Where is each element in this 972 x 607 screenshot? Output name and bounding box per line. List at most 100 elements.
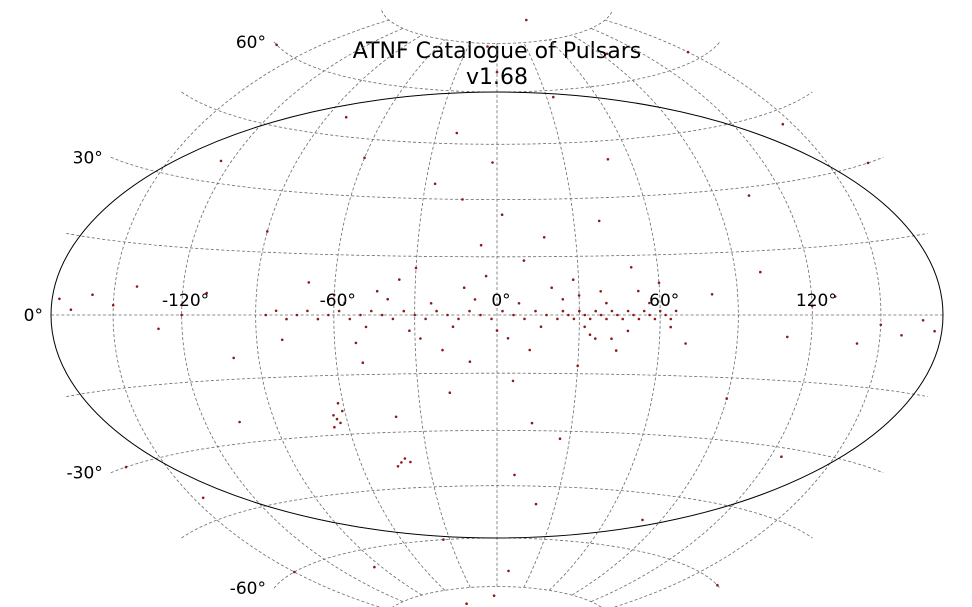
pulsar-point bbox=[341, 409, 344, 413]
pulsar-point bbox=[578, 309, 581, 313]
pulsar-point bbox=[327, 313, 330, 317]
pulsar-point bbox=[664, 313, 667, 317]
pulsar-point bbox=[513, 473, 516, 477]
pulsar-point bbox=[616, 313, 619, 317]
pulsar-point bbox=[394, 415, 398, 419]
meridian-line bbox=[414, 42, 471, 588]
pulsar-point bbox=[306, 309, 309, 313]
pulsar-point bbox=[408, 329, 411, 333]
pulsar-point bbox=[561, 298, 565, 301]
pulsar-point bbox=[348, 317, 352, 321]
pulsar-point bbox=[111, 303, 115, 307]
pulsar-point bbox=[335, 417, 339, 421]
pulsar-point bbox=[558, 437, 562, 441]
parallel-line bbox=[381, 10, 613, 44]
pulsar-point bbox=[500, 213, 504, 216]
pulsar-point bbox=[686, 50, 690, 54]
pulsar-point bbox=[725, 397, 728, 400]
pulsar-point bbox=[275, 43, 278, 47]
pulsar-point bbox=[614, 349, 618, 352]
pulsar-point bbox=[626, 329, 630, 333]
pulsar-point bbox=[424, 317, 427, 321]
pulsar-point bbox=[409, 460, 412, 464]
pulsar-point bbox=[359, 313, 362, 317]
pulsar-point bbox=[669, 317, 673, 321]
pulsar-point bbox=[495, 329, 499, 332]
parallel-line bbox=[66, 233, 928, 258]
pulsar-point bbox=[316, 317, 320, 321]
meridian-line bbox=[548, 39, 661, 591]
pulsar-point bbox=[523, 317, 526, 321]
pulsar-point bbox=[307, 281, 311, 284]
pulsar-point bbox=[669, 325, 672, 329]
pulsar-point bbox=[414, 266, 418, 270]
pulsar-point bbox=[605, 317, 608, 321]
pulsar-point bbox=[528, 348, 531, 352]
pulsar-point bbox=[398, 278, 401, 281]
pulsar-point bbox=[386, 297, 390, 301]
pulsar-point bbox=[599, 313, 603, 317]
pulsar-point bbox=[747, 194, 751, 197]
pulsar-point bbox=[534, 309, 537, 313]
pulsar-point bbox=[403, 457, 407, 460]
parallel-line bbox=[66, 372, 928, 397]
pulsar-point bbox=[58, 297, 61, 301]
pulsar-point bbox=[274, 309, 278, 313]
parallel-line bbox=[110, 156, 884, 200]
pulsar-point bbox=[900, 334, 903, 337]
pulsar-point bbox=[205, 291, 208, 295]
pulsar-point bbox=[556, 317, 559, 321]
lon-tick-label: 120° bbox=[796, 291, 837, 311]
pulsar-points bbox=[58, 18, 936, 605]
pulsar-point bbox=[435, 309, 438, 313]
pulsar-point bbox=[490, 317, 493, 321]
pulsar-point bbox=[599, 290, 602, 293]
pulsar-point bbox=[492, 594, 496, 597]
pulsar-point bbox=[610, 337, 613, 341]
pulsar-point bbox=[525, 18, 528, 22]
pulsar-point bbox=[468, 360, 472, 364]
pulsar-point bbox=[658, 309, 662, 313]
pulsar-point bbox=[295, 313, 299, 317]
pulsar-point bbox=[605, 52, 609, 56]
pulsar-point bbox=[343, 301, 346, 305]
pulsar-point bbox=[921, 319, 925, 322]
pulsar-point bbox=[517, 302, 521, 305]
pulsar-point bbox=[511, 379, 515, 383]
pulsar-point bbox=[495, 70, 499, 74]
parallel-line bbox=[392, 586, 602, 607]
pulsar-point bbox=[552, 95, 555, 99]
pulsar-point bbox=[373, 565, 376, 569]
pulsar-point bbox=[451, 325, 455, 329]
pulsar-point bbox=[879, 323, 883, 327]
pulsar-point bbox=[501, 309, 504, 313]
pulsar-point bbox=[442, 538, 445, 541]
pulsar-point bbox=[657, 281, 661, 285]
pulsar-point bbox=[400, 461, 403, 464]
pulsar-point bbox=[336, 401, 340, 405]
pulsar-point bbox=[542, 236, 546, 239]
pulsar-point bbox=[605, 301, 608, 305]
parallel-line bbox=[273, 41, 721, 93]
pulsar-point bbox=[866, 161, 870, 165]
parallel-line bbox=[273, 537, 721, 589]
pulsar-point bbox=[637, 289, 640, 293]
pulsar-point bbox=[629, 266, 633, 269]
pulsar-point bbox=[530, 421, 534, 425]
pulsar-point bbox=[810, 304, 814, 308]
pulsar-point bbox=[344, 115, 348, 119]
pulsar-point bbox=[539, 325, 543, 329]
pulsar-point bbox=[332, 414, 335, 417]
pulsar-point bbox=[238, 420, 241, 424]
pulsar-point bbox=[446, 313, 449, 317]
pulsar-point bbox=[380, 313, 384, 317]
pulsar-point bbox=[135, 285, 139, 288]
pulsar-point bbox=[781, 122, 785, 126]
meridian-line bbox=[523, 42, 580, 588]
pulsar-point bbox=[468, 309, 471, 313]
lon-tick-label: -60° bbox=[320, 291, 356, 311]
pulsar-point bbox=[506, 337, 510, 340]
pulsar-point bbox=[534, 502, 538, 506]
pulsar-point bbox=[180, 313, 183, 317]
